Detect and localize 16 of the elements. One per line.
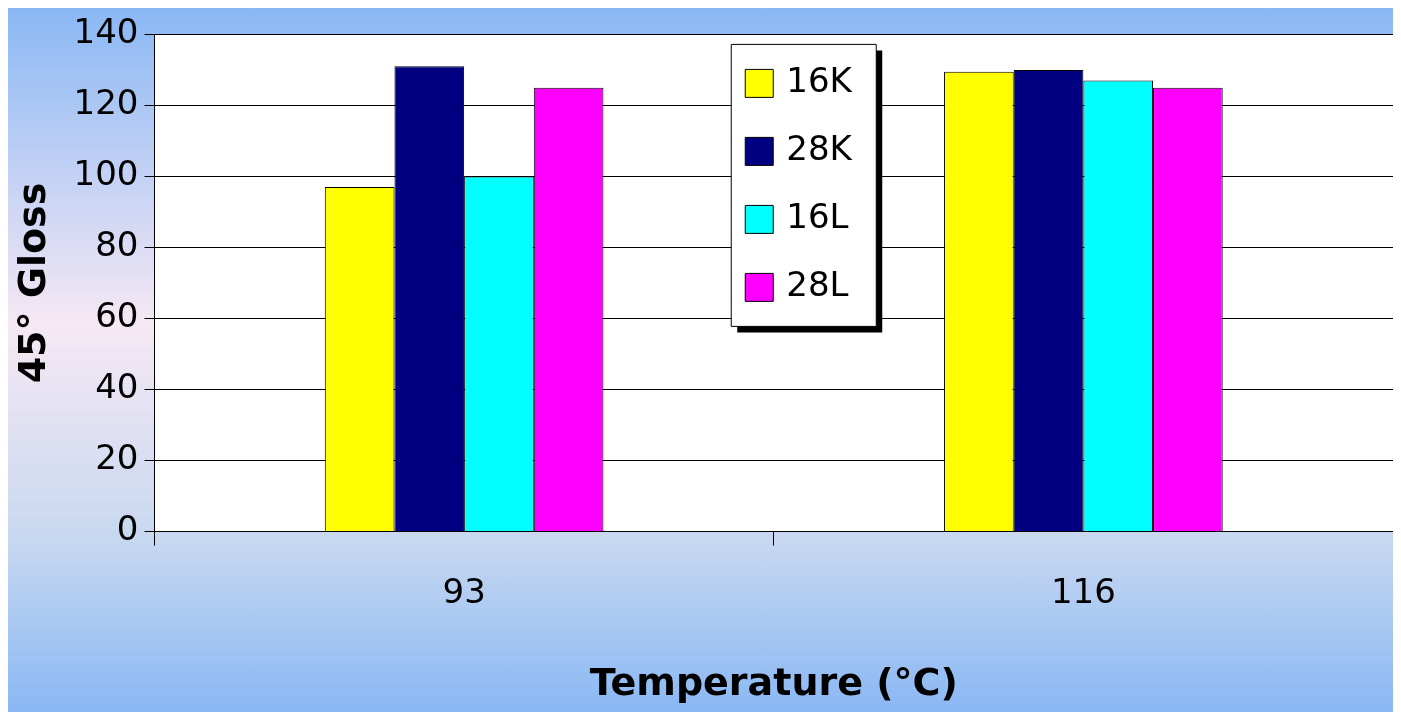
legend-label: 28K [786, 128, 854, 169]
legend-label: 28L [786, 264, 849, 305]
y-tick-label: 100 [73, 153, 139, 194]
legend-label: 16L [786, 196, 849, 237]
y-tick-label: 120 [73, 82, 139, 123]
legend-label: 16K [786, 60, 854, 101]
y-tick-label: 140 [73, 11, 139, 52]
y-tick-label: 40 [95, 366, 139, 407]
y-tick-label: 20 [95, 437, 139, 478]
y-tick-label: 0 [116, 508, 139, 549]
y-axis-title: 45° Gloss [9, 182, 54, 384]
y-tick-label: 80 [95, 224, 139, 265]
x-tick-label: 93 [442, 570, 486, 611]
x-axis-title: Temperature (°C) [589, 660, 958, 705]
x-tick-label: 116 [1050, 570, 1116, 611]
y-tick-label: 60 [95, 295, 139, 336]
